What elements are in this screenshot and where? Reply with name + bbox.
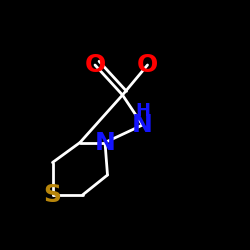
Text: O: O	[137, 53, 158, 77]
Text: N: N	[94, 130, 116, 154]
Text: S: S	[44, 183, 62, 207]
Text: H: H	[135, 102, 150, 120]
Text: O: O	[84, 53, 105, 77]
Text: N: N	[132, 113, 153, 137]
